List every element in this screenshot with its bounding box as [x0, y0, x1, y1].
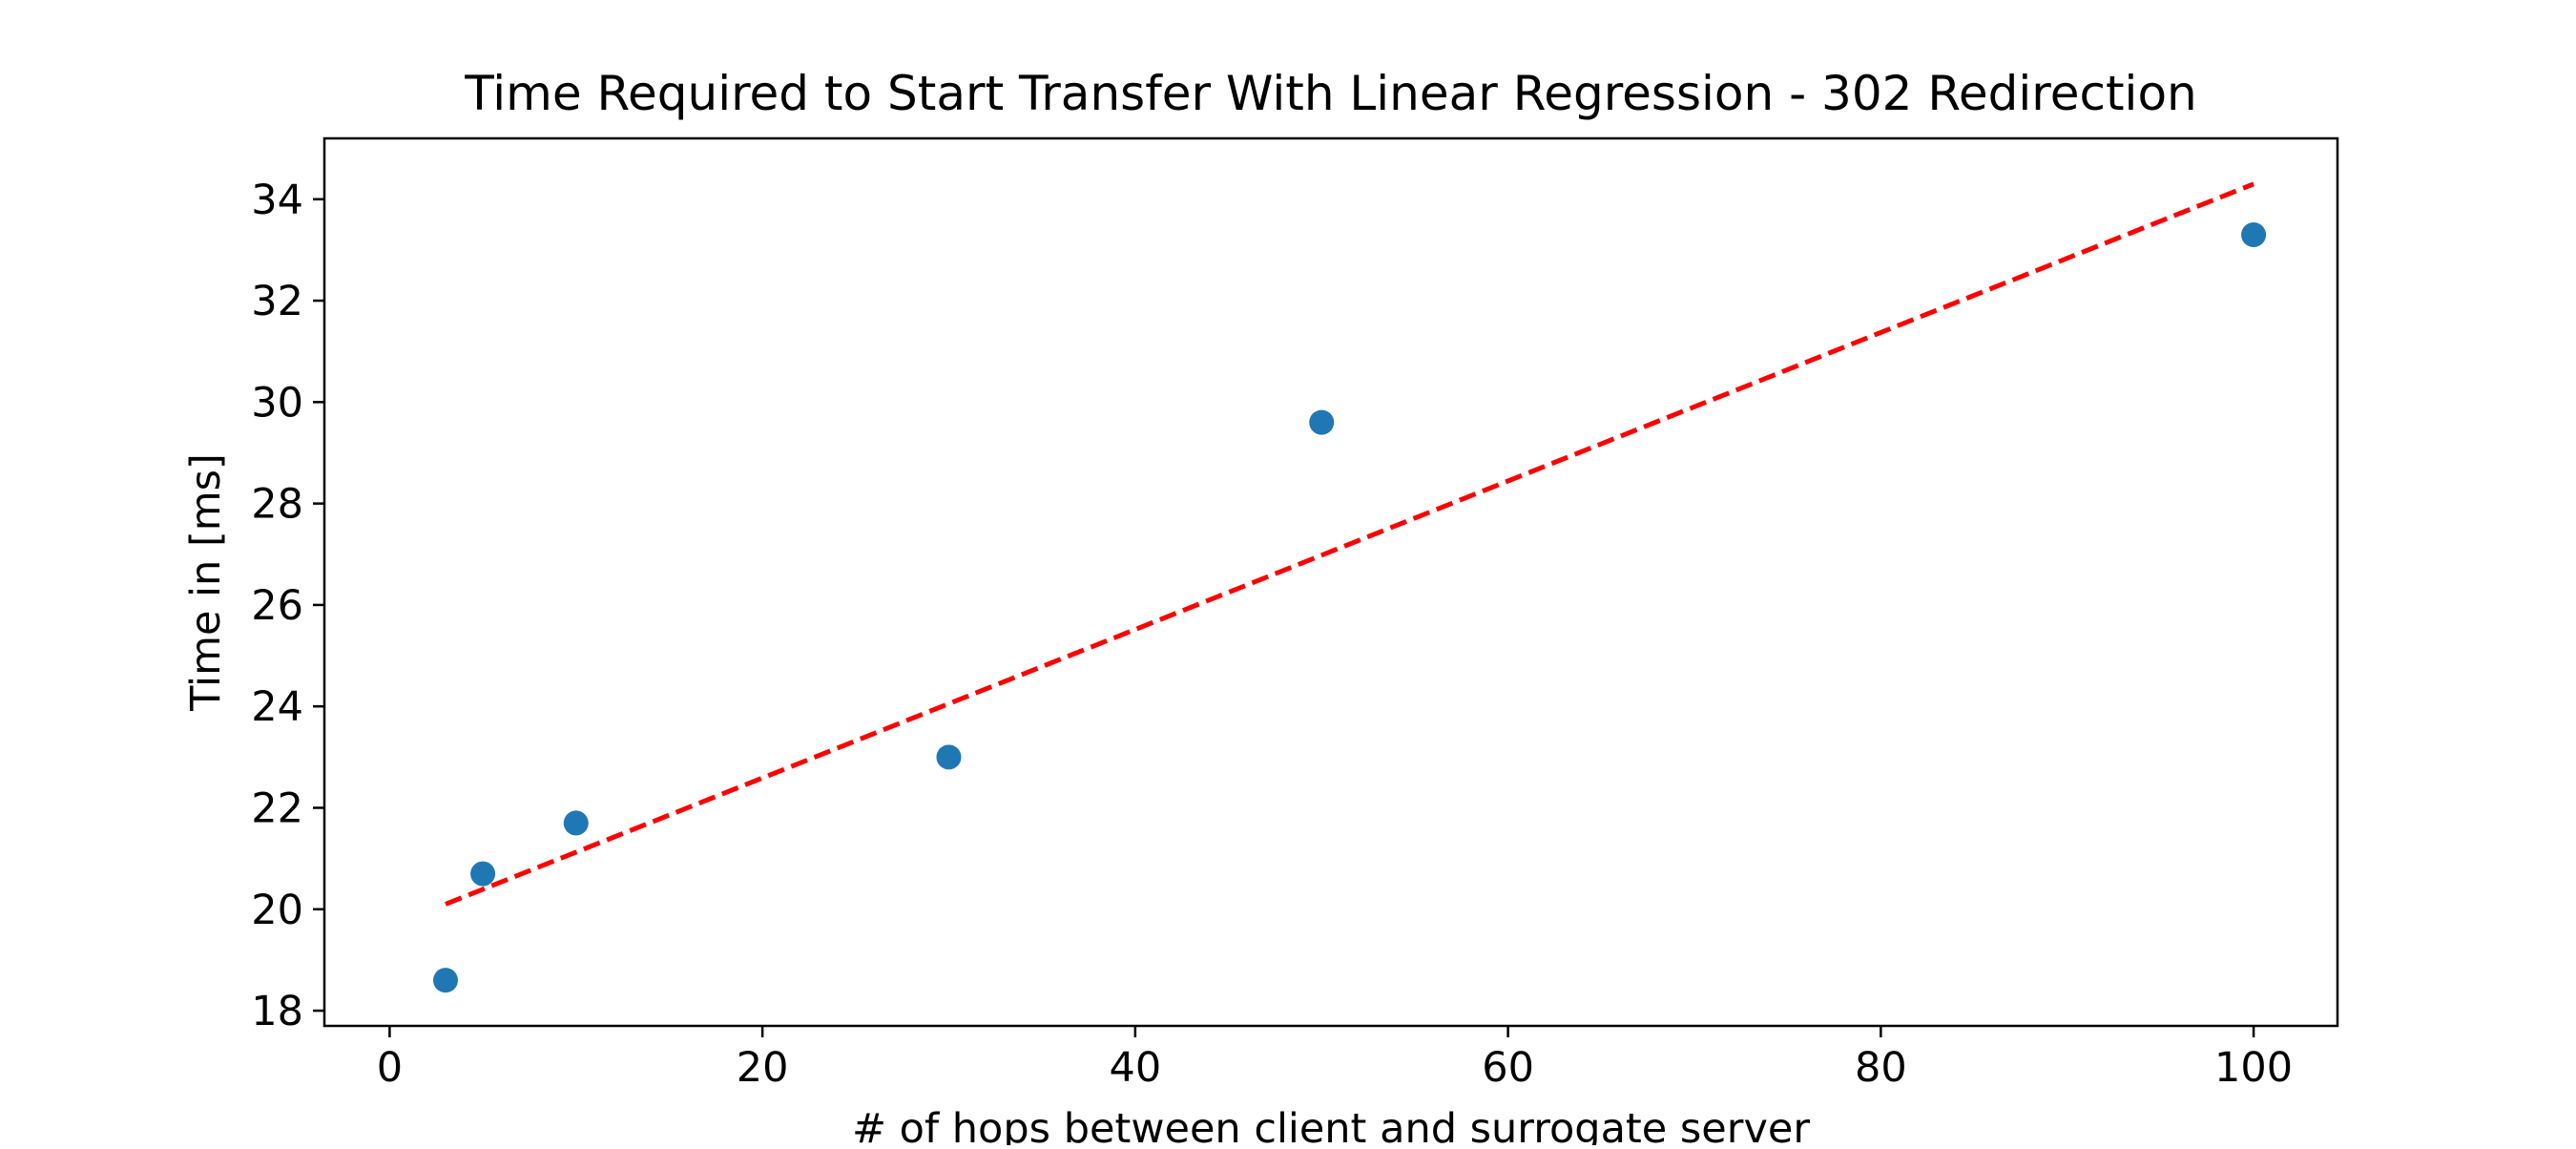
y-tick-label: 30 [251, 379, 303, 427]
x-axis: 0 20 40 60 80 100 [377, 1026, 2293, 1092]
y-tick-label: 32 [251, 278, 303, 325]
y-tick-label: 24 [251, 683, 303, 731]
x-tick-label: 0 [377, 1044, 403, 1092]
x-axis-label: # of hops between client and surrogate s… [852, 1105, 1810, 1145]
chart-title: Time Required to Start Transfer With Lin… [464, 66, 2196, 121]
y-tick-label: 26 [251, 582, 303, 630]
data-point [470, 861, 496, 887]
data-point [2241, 221, 2267, 247]
data-point [432, 968, 458, 993]
x-tick-label: 20 [737, 1044, 789, 1092]
regression-line [445, 181, 2255, 907]
y-tick-label: 20 [251, 887, 303, 934]
x-tick-label: 40 [1110, 1044, 1162, 1092]
plot-area [432, 181, 2267, 993]
data-point [936, 744, 962, 770]
x-tick-label: 100 [2214, 1044, 2293, 1092]
y-tick-label: 28 [251, 481, 303, 529]
y-axis: 18 20 22 24 26 28 30 32 34 [251, 177, 324, 1035]
x-tick-label: 60 [1482, 1044, 1534, 1092]
data-point [563, 810, 589, 836]
data-point [1309, 409, 1335, 435]
y-tick-label: 34 [251, 177, 303, 224]
y-tick-label: 22 [251, 784, 303, 832]
y-axis-label: Time in [ms] [182, 453, 230, 712]
x-tick-label: 80 [1855, 1044, 1907, 1092]
y-tick-label: 18 [251, 988, 303, 1035]
plot-frame [322, 136, 2339, 1028]
